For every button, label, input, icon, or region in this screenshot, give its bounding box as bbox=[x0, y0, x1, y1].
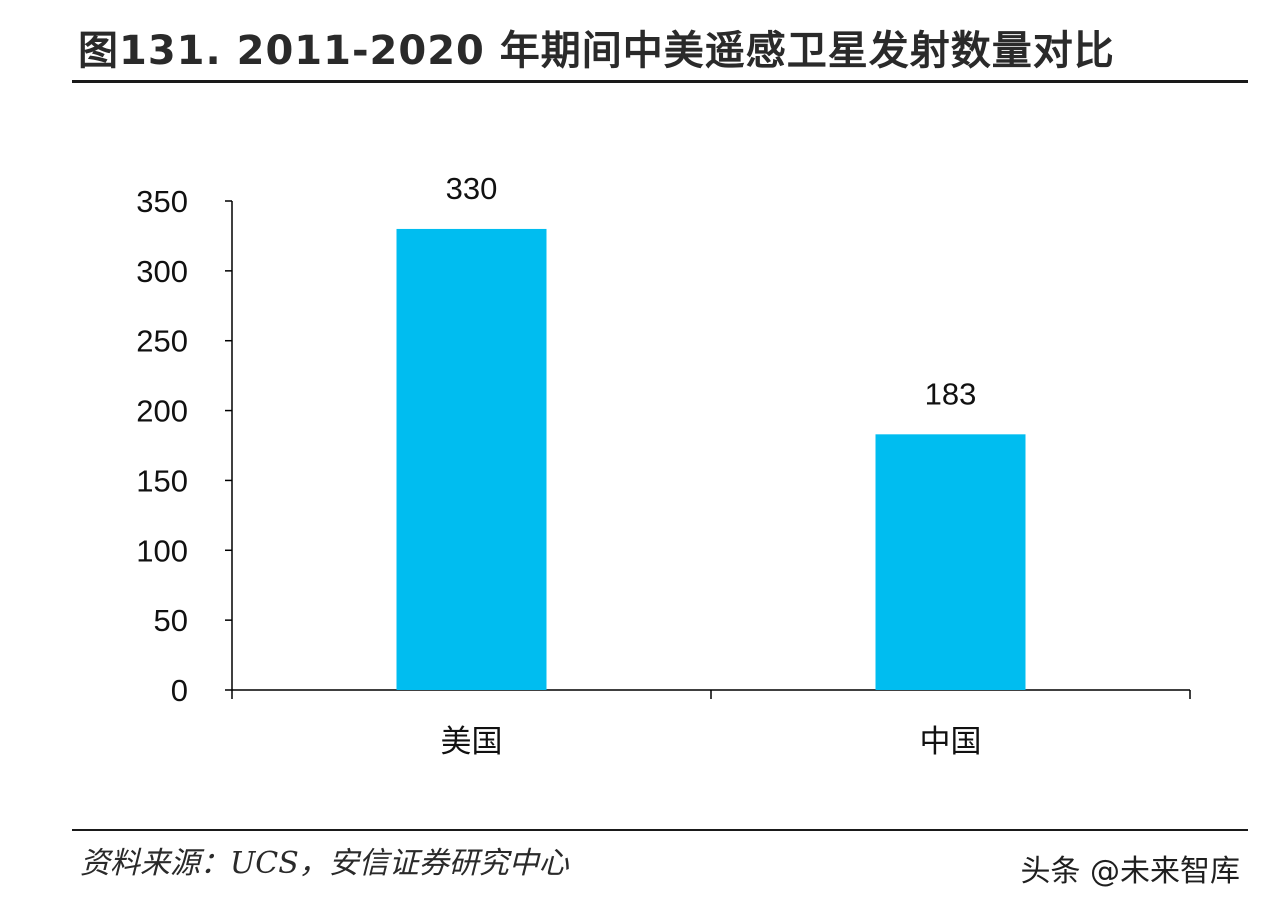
title-divider bbox=[72, 80, 1248, 83]
y-tick-label: 300 bbox=[136, 254, 188, 289]
data-label: 330 bbox=[446, 171, 498, 206]
x-tick-label: 中国 bbox=[920, 724, 982, 760]
chart-title: 图131. 2011-2020 年期间中美遥感卫星发射数量对比 bbox=[78, 28, 1115, 74]
y-tick-label: 250 bbox=[136, 324, 188, 359]
bar-1 bbox=[875, 434, 1026, 690]
bar-0 bbox=[396, 228, 547, 690]
y-tick-label: 100 bbox=[136, 533, 188, 568]
y-tick-label: 200 bbox=[136, 394, 188, 429]
data-label: 183 bbox=[925, 376, 977, 411]
source-note: 资料来源：UCS，安信证券研究中心 bbox=[80, 846, 569, 881]
y-tick-label: 150 bbox=[136, 463, 188, 498]
y-tick-label: 350 bbox=[136, 184, 188, 219]
footer-divider bbox=[72, 829, 1248, 831]
y-tick-label: 50 bbox=[154, 603, 188, 638]
y-tick-label: 0 bbox=[171, 673, 188, 708]
watermark-text: 头条 @未来智库 bbox=[1020, 854, 1240, 889]
x-tick-label: 美国 bbox=[441, 724, 503, 760]
